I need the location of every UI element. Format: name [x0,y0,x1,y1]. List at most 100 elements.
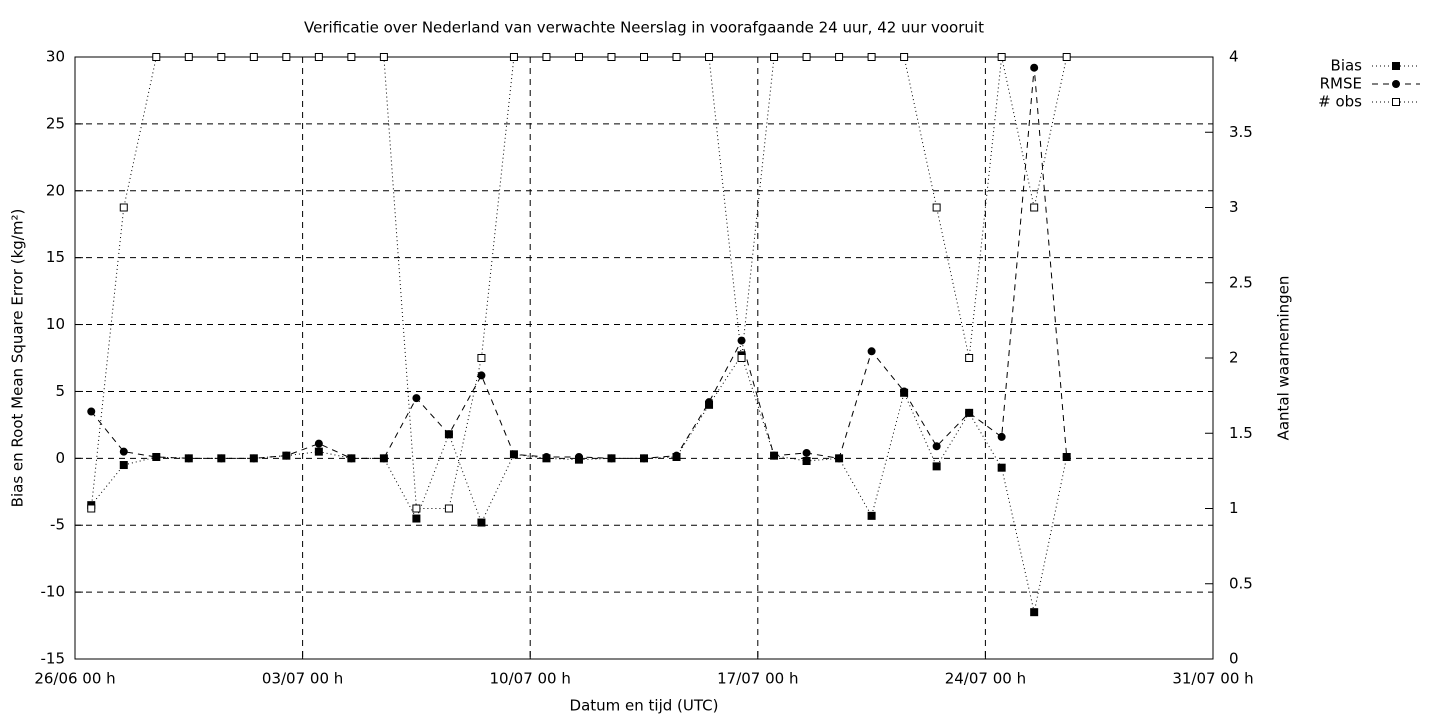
point [249,53,258,61]
point [1030,608,1039,617]
point [997,53,1006,61]
point [477,518,486,527]
point [932,442,941,451]
point [640,454,648,463]
legend-label: Bias [1331,57,1363,75]
point [965,408,974,417]
point [770,53,779,61]
point [444,430,453,439]
x-tick-label: 24/07 00 h [945,670,1026,688]
y2-tick-label: 1.5 [1229,424,1253,442]
y-tick-label: -10 [41,583,66,601]
point [119,203,128,212]
point [965,354,974,362]
point [477,371,486,380]
point [412,504,421,513]
point [802,53,811,61]
y2-tick-label: 2 [1229,349,1239,367]
series-line [90,56,1068,509]
y2-axis-label: Aantal waarnemingen [1275,276,1293,441]
point [477,354,486,362]
y-tick-label: 25 [46,114,65,132]
point [997,463,1006,472]
y-tick-label: -5 [50,516,65,534]
point [509,450,518,459]
series-line [90,67,1068,459]
point [835,454,844,463]
point [932,462,941,471]
y-tick-label: 0 [55,449,65,467]
point [900,53,909,61]
legend-marker [1392,98,1400,106]
legend-marker [1392,80,1400,88]
x-tick-label: 26/06 00 h [34,670,115,688]
y2-tick-label: 0 [1229,650,1239,668]
point [184,53,193,61]
point [379,454,388,463]
point [802,448,811,457]
x-axis-label: Datum en tijd (UTC) [570,697,719,715]
point [932,203,941,212]
point [314,447,323,456]
legend-label: RMSE [1320,75,1362,93]
point [249,454,258,463]
point [672,451,681,460]
legend-label: # obs [1318,93,1362,111]
point [87,407,96,416]
y-tick-label: 15 [46,248,65,266]
point [152,53,161,61]
legend-marker [1392,62,1400,70]
x-tick-label: 10/07 00 h [490,670,571,688]
point [997,432,1006,441]
x-tick-label: 31/07 00 h [1172,670,1253,688]
y2-tick-label: 0.5 [1229,574,1253,592]
point [640,53,648,61]
point [705,398,714,407]
point [509,53,518,61]
point [1062,53,1071,61]
point [802,457,811,466]
point [314,439,323,448]
chart-title: Verificatie over Nederland van verwachte… [304,19,984,37]
point [835,53,844,61]
y2-tick-label: 4 [1229,48,1239,66]
point [87,504,96,513]
y2-tick-label: 1 [1229,499,1239,517]
point [867,511,876,520]
point [770,451,779,460]
point [412,394,421,403]
point [217,454,226,463]
x-tick-label: 17/07 00 h [717,670,798,688]
point [444,504,453,513]
point [672,53,681,61]
y-tick-label: 10 [46,315,65,333]
point [282,53,291,61]
point [542,53,551,61]
y-tick-label: 20 [46,181,65,199]
point [574,452,583,461]
point [867,53,876,61]
point [542,452,551,461]
point [347,53,356,61]
point [1030,63,1039,72]
point [867,347,876,356]
point [347,454,356,463]
point [900,387,909,396]
point [217,53,226,61]
point [607,53,616,61]
point [1062,452,1071,461]
y-tick-label: -15 [41,650,66,668]
point [282,451,291,460]
x-tick-label: 03/07 00 h [262,670,343,688]
point [412,514,421,523]
point [379,53,388,61]
point [152,452,161,461]
y-tick-label: 30 [46,48,65,66]
y2-tick-label: 3.5 [1229,123,1253,141]
point [119,461,128,470]
y-axis-label: Bias en Root Mean Square Error (kg/m²) [9,209,27,508]
point [737,354,746,362]
point [119,447,128,456]
point [184,454,193,463]
